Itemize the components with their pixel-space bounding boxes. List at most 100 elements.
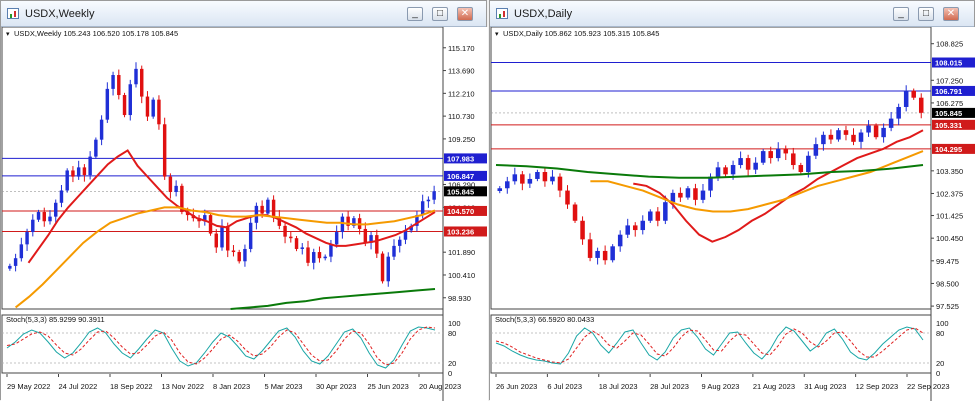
weekly-window-titlebar[interactable]: USDX,Weekly _ □ ✕ bbox=[1, 1, 486, 27]
maximize-button[interactable]: □ bbox=[432, 7, 448, 21]
price-scale-label: 100.450 bbox=[936, 234, 963, 243]
oscillator-scale-label: 0 bbox=[936, 369, 940, 378]
candle-body bbox=[203, 215, 207, 222]
candle-body bbox=[157, 99, 161, 125]
date-axis-label: 20 Aug 2023 bbox=[419, 382, 461, 391]
stochastic-label: Stoch(5,3,3) 66.5920 80.0433 bbox=[495, 315, 594, 324]
close-button[interactable]: ✕ bbox=[943, 7, 959, 21]
candle-body bbox=[312, 252, 316, 263]
candle-body bbox=[655, 211, 661, 221]
candle-body bbox=[610, 246, 615, 261]
level-price-tag bbox=[932, 119, 975, 130]
candle-body bbox=[48, 216, 52, 222]
price-scale-label: 108.825 bbox=[936, 40, 963, 49]
candle-body bbox=[550, 176, 555, 182]
date-axis-label: 18 Sep 2022 bbox=[110, 382, 153, 391]
candle-body bbox=[271, 199, 276, 217]
moving-average-line bbox=[230, 287, 436, 310]
candle-body bbox=[685, 188, 691, 198]
candle-body bbox=[248, 222, 253, 249]
oscillator-scale-label: 100 bbox=[448, 319, 461, 328]
candle-body bbox=[363, 228, 368, 243]
daily-window-titlebar[interactable]: USDX,Daily _ □ ✕ bbox=[490, 1, 974, 27]
moving-average-line bbox=[27, 149, 436, 264]
candle-body bbox=[117, 75, 121, 96]
candle-body bbox=[329, 244, 333, 257]
candle-body bbox=[277, 216, 282, 226]
candle-body bbox=[663, 202, 668, 221]
level-price-label: 105.845 bbox=[447, 187, 474, 196]
candle-body bbox=[31, 219, 35, 233]
oscillator-scale-label: 100 bbox=[936, 319, 949, 328]
price-scale-label: 102.375 bbox=[936, 189, 963, 198]
candle-body bbox=[13, 258, 18, 266]
candle-body bbox=[813, 144, 819, 156]
close-button[interactable]: ✕ bbox=[457, 7, 473, 21]
date-axis-label: 24 Jul 2022 bbox=[59, 382, 98, 391]
candle-body bbox=[346, 216, 350, 226]
candle-body bbox=[392, 245, 396, 257]
stochastic-main-line bbox=[6, 326, 436, 369]
date-axis-label: 31 Aug 2023 bbox=[804, 382, 846, 391]
date-axis-label: 22 Sep 2023 bbox=[907, 382, 950, 391]
candle-body bbox=[426, 199, 431, 202]
level-price-label: 108.015 bbox=[935, 59, 962, 68]
date-axis-label: 25 Jun 2023 bbox=[368, 382, 409, 391]
price-scale-label: 100.410 bbox=[448, 271, 475, 280]
candle-body bbox=[25, 232, 29, 245]
price-scale-label: 109.250 bbox=[448, 135, 475, 144]
candle-body bbox=[753, 162, 758, 170]
candle-body bbox=[111, 75, 115, 89]
candle-body bbox=[783, 148, 789, 154]
date-axis-label: 12 Sep 2023 bbox=[856, 382, 899, 391]
candle-body bbox=[632, 225, 638, 231]
weekly-chart-window[interactable]: USDX,Weekly _ □ ✕ 115.170 113.690 112.210 1… bbox=[0, 0, 488, 401]
oscillator-scale-label: 80 bbox=[936, 329, 944, 338]
level-price-tag bbox=[444, 186, 487, 197]
candle-body bbox=[587, 239, 593, 258]
oscillator-scale-label: 0 bbox=[448, 369, 452, 378]
candle-body bbox=[415, 215, 419, 226]
ohlc-info: USDX,Weekly 105.243 106.520 105.178 105.… bbox=[14, 29, 178, 38]
price-scale-label: 112.210 bbox=[448, 89, 475, 98]
minimize-button[interactable]: _ bbox=[893, 7, 909, 21]
candle-body bbox=[557, 176, 563, 191]
candle-body bbox=[715, 167, 721, 177]
date-axis-label: 5 Mar 2023 bbox=[265, 382, 303, 391]
stochastic-signal-line bbox=[6, 326, 436, 366]
candle-body bbox=[134, 68, 138, 85]
candle-body bbox=[19, 244, 24, 259]
weekly-chart-canvas[interactable]: 115.170 113.690 112.210 110.730 109.250 106.2… bbox=[1, 27, 488, 401]
candle-body bbox=[670, 192, 676, 203]
candle-body bbox=[896, 106, 901, 119]
candle-body bbox=[59, 190, 64, 203]
level-price-tag bbox=[932, 107, 975, 118]
candle-body bbox=[128, 84, 132, 116]
ohlc-info: USDX,Daily 105.862 105.923 105.315 105.8… bbox=[503, 29, 659, 38]
candle-body bbox=[693, 188, 698, 200]
oscillator-scale-label: 20 bbox=[448, 359, 456, 368]
candle-body bbox=[911, 90, 916, 98]
candle-body bbox=[505, 181, 510, 189]
candle-body bbox=[745, 158, 751, 170]
date-axis-label: 13 Nov 2022 bbox=[162, 382, 205, 391]
daily-chart-window[interactable]: USDX,Daily _ □ ✕ 108.825 107.250 106.275 10… bbox=[489, 0, 975, 401]
level-price-label: 104.295 bbox=[935, 145, 962, 154]
candle-body bbox=[94, 139, 98, 157]
candle-body bbox=[806, 155, 811, 172]
candle-body bbox=[185, 212, 190, 216]
level-price-tag bbox=[444, 170, 487, 181]
maximize-button[interactable]: □ bbox=[918, 7, 934, 21]
level-price-label: 105.845 bbox=[935, 109, 962, 118]
candle-body bbox=[888, 118, 894, 128]
candle-body bbox=[625, 225, 630, 235]
candle-body bbox=[375, 235, 379, 254]
date-axis-label: 6 Jul 2023 bbox=[547, 382, 582, 391]
candle-body bbox=[54, 202, 58, 217]
candle-body bbox=[836, 130, 841, 140]
minimize-button[interactable]: _ bbox=[407, 7, 423, 21]
daily-chart-canvas[interactable]: 108.825 107.250 106.275 103.350 102.375 101.4… bbox=[490, 27, 975, 401]
moving-average-line bbox=[633, 129, 924, 243]
price-scale-label: 113.690 bbox=[448, 67, 475, 76]
candle-body bbox=[828, 134, 834, 140]
